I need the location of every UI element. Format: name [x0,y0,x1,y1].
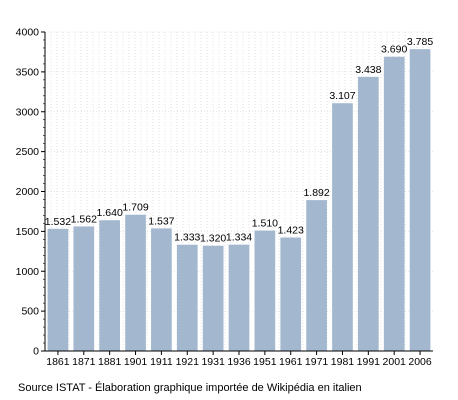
bar [47,228,69,351]
data-label: 1.532 [45,216,71,228]
bar [125,214,146,351]
x-tick-label: 1921 [176,356,200,368]
x-tick-label: 1951 [253,356,277,368]
y-tick-label: 2500 [16,146,40,158]
y-tick-label: 2000 [16,186,40,198]
x-tick-label: 1881 [98,356,122,368]
source-note: Source ISTAT - Élaboration graphique imp… [18,382,362,394]
x-tick-label: 1871 [72,356,96,368]
bar [151,228,172,351]
data-label: 1.537 [148,215,174,227]
y-tick-label: 0 [33,346,39,358]
x-tick-label: 1991 [357,356,381,368]
y-tick-label: 4000 [16,27,40,39]
data-label: 1.709 [122,202,148,214]
bar [383,56,405,351]
bar [332,103,353,351]
x-tick-label: 1861 [46,356,70,368]
y-tick-label: 1000 [16,266,40,278]
data-label: 3.785 [407,36,433,48]
data-label: 1.510 [252,218,278,230]
bar [280,237,302,351]
y-tick-label: 3500 [16,66,40,78]
bars [47,49,431,352]
data-label: 1.423 [278,225,304,237]
x-tick-label: 1901 [124,356,148,368]
bar [357,76,379,351]
data-label: 1.562 [71,213,97,225]
x-tick-label: 1911 [150,356,173,368]
bar [202,245,224,351]
y-axis-ticks: 0 500 1000 1500 2000 2500 3000 3500 4000 [16,27,45,358]
x-tick-label: 2006 [408,356,432,368]
x-axis-ticks: 1861 1871 1881 1901 1911 1921 1931 1936 1951 1961… [46,351,432,368]
bar [228,244,250,351]
data-label: 1.892 [303,187,329,199]
data-label: 3.438 [355,64,381,76]
bar [99,220,121,351]
bar [254,230,276,351]
bar [73,226,95,351]
y-tick-label: 3000 [16,106,40,118]
x-tick-label: 1981 [331,356,355,368]
data-label: 3.690 [381,44,407,56]
y-tick-label: 500 [21,306,39,318]
x-tick-label: 1936 [227,356,251,368]
x-tick-label: 1971 [305,356,329,368]
bar [409,49,431,352]
y-tick-label: 1500 [16,226,40,238]
data-label: 1.320 [200,233,226,245]
x-tick-label: 1961 [279,356,303,368]
bar [306,200,327,351]
x-tick-label: 1931 [201,356,225,368]
data-label: 1.333 [174,232,200,244]
bar [176,244,198,351]
data-label: 1.640 [97,207,123,219]
x-tick-label: 2001 [383,356,407,368]
data-label: 3.107 [329,90,355,102]
data-label: 1.334 [226,232,252,244]
